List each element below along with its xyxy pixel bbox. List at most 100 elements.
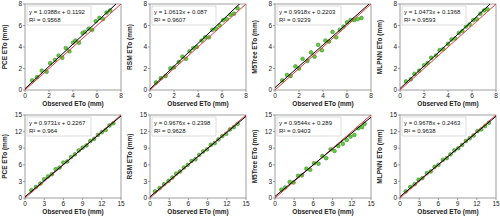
- x-tick-label: 6: [95, 92, 99, 99]
- x-tick-label: 15: [367, 200, 375, 207]
- x-axis-label: Observed ETo (mm): [417, 100, 478, 108]
- annotation: R² = 0.9607: [154, 17, 186, 23]
- x-tick-label: 6: [437, 200, 441, 207]
- point: [352, 133, 356, 137]
- x-tick-label: 6: [62, 200, 66, 207]
- y-tick-label: 15: [140, 111, 148, 118]
- y-tick-label: 3: [143, 178, 147, 185]
- y-tick: [23, 164, 25, 165]
- one-to-one-line: [150, 115, 246, 198]
- y-tick: [398, 4, 400, 5]
- y-tick-label: 2: [393, 65, 397, 72]
- y-tick: [398, 131, 400, 132]
- x-axis-label: Observed ETo (mm): [417, 208, 478, 216]
- panel: 0246802468Observed ETo (mm)MLPNN ETo (mm…: [376, 0, 498, 108]
- annotation: y = 1.0473x + 0.1368: [404, 9, 461, 15]
- y-tick-label: 6: [143, 22, 147, 29]
- y-tick: [23, 181, 25, 182]
- x-axis-label: Observed ETo (mm): [292, 208, 353, 216]
- fit-line: [150, 116, 246, 196]
- point: [356, 17, 360, 21]
- y-tick-label: 3: [18, 178, 22, 185]
- y-axis-label: MLPNN ETo (mm): [376, 20, 384, 74]
- annotation: R² = 0.9638: [404, 128, 436, 134]
- y-tick: [398, 198, 400, 199]
- plot-frame: [150, 4, 246, 90]
- y-tick: [23, 25, 25, 26]
- x-tick-label: 3: [42, 200, 46, 207]
- x-axis-label: Observed ETo (mm): [42, 100, 103, 108]
- marks: [275, 115, 371, 198]
- y-tick-label: 12: [390, 128, 398, 135]
- x-axis-label: Observed ETo (mm): [292, 100, 353, 108]
- x-tick-label: 2: [422, 92, 426, 99]
- y-axis-label: MLPNN ETo (mm): [376, 129, 384, 183]
- x-tick-label: 2: [297, 92, 301, 99]
- y-tick: [398, 115, 400, 116]
- fit-line: [25, 4, 121, 89]
- annotation: y = 0.9731x + 0.2267: [29, 120, 86, 126]
- y-tick: [23, 47, 25, 48]
- annotation: R² = 0.964: [29, 128, 58, 134]
- x-tick-label: 0: [23, 92, 27, 99]
- y-tick-label: 0: [268, 86, 272, 93]
- point: [317, 162, 321, 166]
- y-tick-label: 8: [18, 0, 22, 7]
- plot-frame: [275, 115, 371, 198]
- annotation: y = 1.0388x + 0.1192: [29, 9, 86, 15]
- y-tick: [398, 47, 400, 48]
- y-tick-label: 0: [268, 194, 272, 201]
- y-tick-label: 2: [268, 65, 272, 72]
- y-tick-label: 15: [390, 111, 398, 118]
- annotation: R² = 0.9239: [279, 17, 311, 23]
- one-to-one-line: [150, 4, 246, 90]
- x-tick-label: 3: [167, 200, 171, 207]
- annotation: y = 0.9918x + 0.2203: [279, 9, 336, 15]
- fit-line: [400, 4, 496, 89]
- marks: [400, 4, 496, 90]
- x-tick-label: 0: [148, 200, 152, 207]
- y-tick-label: 8: [393, 0, 397, 7]
- panel: 0369121503691215Observed ETo (mm)MLPNN E…: [376, 111, 500, 216]
- x-tick-label: 4: [71, 92, 75, 99]
- y-tick-label: 6: [393, 161, 397, 168]
- one-to-one-line: [400, 4, 496, 90]
- x-tick-label: 0: [273, 92, 277, 99]
- y-tick: [398, 68, 400, 69]
- point: [360, 16, 364, 20]
- y-tick: [398, 181, 400, 182]
- y-tick-label: 9: [393, 144, 397, 151]
- one-to-one-line: [25, 4, 121, 90]
- y-tick-label: 0: [393, 86, 397, 93]
- y-tick-label: 2: [143, 65, 147, 72]
- y-tick-label: 8: [143, 0, 147, 7]
- marks: [400, 115, 496, 198]
- y-tick: [148, 115, 150, 116]
- y-tick-label: 3: [393, 178, 397, 185]
- y-axis-label: PCE ETo (mm): [1, 25, 9, 70]
- panel: 0246802468Observed ETo (mm)M5Tree ETo (m…: [251, 0, 373, 108]
- one-to-one-line: [400, 115, 496, 198]
- y-tick: [148, 198, 150, 199]
- x-tick-label: 8: [119, 92, 123, 99]
- annotation-box: [402, 6, 466, 25]
- x-tick-label: 0: [23, 200, 27, 207]
- y-tick-label: 0: [18, 86, 22, 93]
- y-tick: [23, 115, 25, 116]
- y-tick: [148, 181, 150, 182]
- y-tick: [23, 148, 25, 149]
- y-tick-label: 2: [18, 65, 22, 72]
- annotation-box: [152, 117, 216, 136]
- y-tick: [273, 47, 275, 48]
- annotation: y = 0.9676x + 0.2398: [154, 120, 211, 126]
- x-tick-label: 6: [187, 200, 191, 207]
- y-tick: [148, 68, 150, 69]
- y-axis-label: RSM ETo (mm): [126, 24, 134, 70]
- y-tick: [273, 90, 275, 91]
- x-tick-label: 8: [494, 92, 498, 99]
- annotation-box: [277, 117, 341, 136]
- y-tick: [148, 164, 150, 165]
- x-tick-label: 4: [196, 92, 200, 99]
- y-tick-label: 12: [140, 128, 148, 135]
- point: [331, 30, 335, 34]
